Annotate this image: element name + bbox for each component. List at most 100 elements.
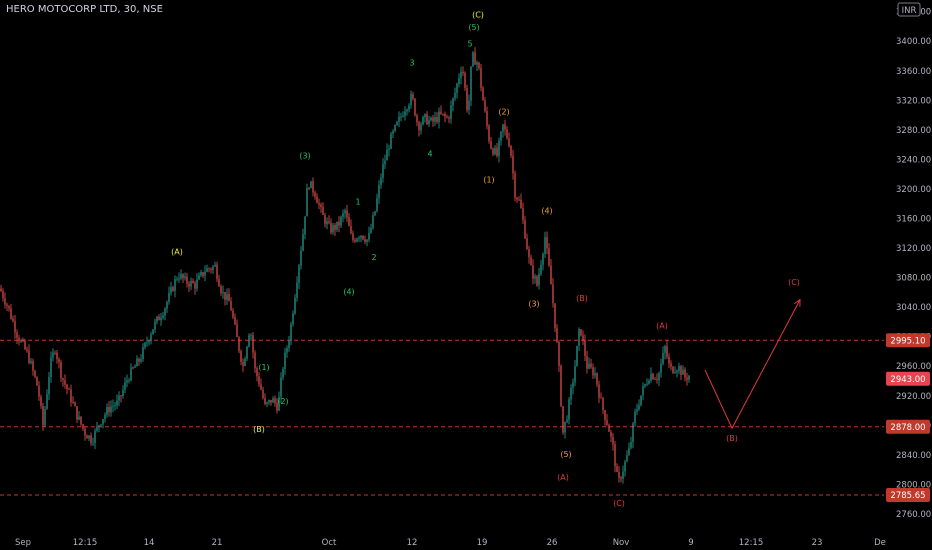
candle bbox=[34, 369, 36, 379]
candle bbox=[350, 219, 352, 235]
candle bbox=[244, 356, 246, 367]
time-axis[interactable]: Sep 12:15 14 21 Oct 12 19 26 Nov 9 12:15 23 De bbox=[15, 538, 886, 548]
price-axis[interactable]: 2760.002800.002840.002880.002920.002960.… bbox=[896, 2, 931, 520]
wave-label: 2 bbox=[371, 253, 376, 262]
candle bbox=[400, 112, 402, 122]
candle bbox=[508, 132, 510, 148]
wave-label: (2) bbox=[498, 107, 509, 116]
candle bbox=[576, 345, 578, 367]
candle bbox=[530, 254, 532, 266]
wave-label: 1 bbox=[355, 197, 360, 206]
candle bbox=[294, 294, 296, 316]
candle bbox=[596, 372, 598, 388]
candle bbox=[80, 416, 82, 427]
candle bbox=[502, 123, 504, 138]
wave-label: (5) bbox=[468, 23, 479, 32]
candle bbox=[688, 374, 690, 383]
candle bbox=[26, 346, 28, 353]
candle bbox=[28, 344, 30, 365]
candle bbox=[684, 367, 686, 382]
candle bbox=[126, 374, 128, 388]
candle bbox=[550, 258, 552, 285]
candle bbox=[658, 371, 660, 387]
candle bbox=[324, 212, 326, 228]
candle bbox=[138, 357, 140, 366]
candle bbox=[288, 335, 290, 352]
currency-badge[interactable]: INR bbox=[897, 2, 921, 17]
candle bbox=[10, 303, 12, 320]
candle bbox=[374, 210, 376, 217]
candle bbox=[152, 329, 154, 335]
candle bbox=[88, 435, 90, 442]
candle bbox=[94, 428, 96, 450]
candle bbox=[44, 406, 46, 428]
candle bbox=[460, 66, 462, 85]
candle bbox=[486, 106, 488, 130]
candle bbox=[134, 364, 136, 368]
candle bbox=[340, 215, 342, 228]
candle bbox=[366, 239, 368, 247]
x-tick-label: Nov bbox=[613, 538, 630, 548]
candle bbox=[548, 243, 550, 267]
candle bbox=[168, 286, 170, 305]
y-tick-label: 3360.00 bbox=[896, 67, 931, 77]
candle bbox=[472, 51, 474, 68]
candle bbox=[444, 111, 446, 123]
candle bbox=[62, 377, 64, 387]
candle bbox=[304, 216, 306, 240]
candle bbox=[16, 329, 18, 344]
candlestick-series bbox=[0, 47, 690, 484]
candle bbox=[360, 235, 362, 243]
candle bbox=[6, 302, 8, 311]
projection-path bbox=[704, 298, 801, 430]
candle bbox=[40, 394, 42, 409]
candle bbox=[78, 410, 80, 421]
candle bbox=[120, 394, 122, 403]
candle bbox=[336, 221, 338, 232]
candle bbox=[452, 97, 454, 112]
candle bbox=[74, 401, 76, 407]
candle bbox=[90, 432, 92, 446]
wave-labels: (C) (5) 5 3 4 (2) (1) (3) 1 2 (4) (4) (3) (A) (B) (1) (2… bbox=[171, 11, 800, 508]
candle bbox=[272, 396, 274, 403]
wave-label: (1) bbox=[258, 363, 269, 372]
candle bbox=[12, 315, 14, 323]
candle bbox=[532, 259, 534, 285]
wave-label: (C) bbox=[472, 11, 484, 20]
wave-label: (B) bbox=[253, 425, 265, 434]
candle bbox=[624, 459, 626, 477]
candle bbox=[312, 177, 314, 197]
candle bbox=[608, 423, 610, 432]
candle bbox=[572, 378, 574, 395]
candle bbox=[290, 321, 292, 346]
candle bbox=[212, 265, 214, 274]
candle bbox=[362, 235, 364, 241]
last-price-tag-label: 2943.00 bbox=[890, 375, 925, 385]
wave-label: (3) bbox=[299, 152, 310, 161]
candle bbox=[496, 142, 498, 158]
candle bbox=[372, 211, 374, 230]
candle bbox=[430, 116, 432, 122]
candle bbox=[538, 267, 540, 290]
y-tick-label: 3400.00 bbox=[896, 37, 931, 47]
candle bbox=[554, 303, 556, 332]
candle bbox=[92, 437, 94, 447]
price-tags: 2995.10 2878.00 2785.65 2943.00 bbox=[886, 333, 930, 502]
candle bbox=[650, 367, 652, 383]
candle bbox=[674, 366, 676, 374]
candle bbox=[124, 377, 126, 393]
wave-label: (2) bbox=[277, 397, 288, 406]
candle bbox=[602, 396, 604, 415]
candle bbox=[478, 61, 480, 71]
candle bbox=[522, 202, 524, 225]
y-tick-label: 2840.00 bbox=[896, 451, 931, 461]
candle bbox=[116, 394, 118, 410]
candle bbox=[394, 124, 396, 133]
candle bbox=[640, 395, 642, 407]
candle bbox=[426, 111, 428, 126]
candle bbox=[638, 399, 640, 411]
candle bbox=[676, 369, 678, 378]
candle bbox=[380, 173, 382, 189]
candle bbox=[680, 364, 682, 380]
